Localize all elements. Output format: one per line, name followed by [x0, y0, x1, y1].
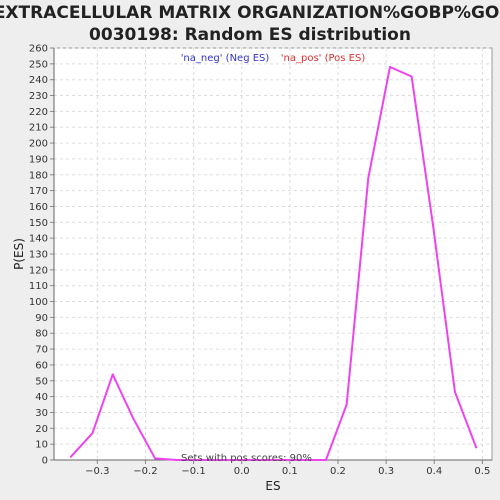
data-point [91, 432, 94, 435]
x-tick-label: 0.4 [426, 466, 442, 477]
data-point [197, 459, 200, 461]
y-tick-label: 130 [29, 250, 48, 261]
x-tick-label: 0.0 [234, 466, 250, 477]
y-tick-label: 190 [29, 154, 48, 165]
data-point [367, 176, 370, 179]
data-point [154, 457, 157, 460]
y-tick-label: 170 [29, 186, 48, 197]
y-tick-label: 0 [42, 456, 48, 467]
y-tick-label: 250 [29, 59, 48, 70]
data-point [175, 459, 178, 461]
data-point [111, 373, 114, 376]
series-layer [69, 66, 478, 461]
y-tick-label: 230 [29, 91, 48, 102]
y-axis-label: P(ES) [12, 238, 26, 270]
data-point [305, 459, 308, 461]
y-tick-label: 50 [35, 376, 48, 387]
y-tick-label: 110 [29, 281, 48, 292]
y-tick-label: 100 [29, 297, 48, 308]
series-line-es-distribution [70, 66, 478, 461]
y-tick-label: 90 [35, 313, 48, 324]
y-tick-label: 260 [29, 44, 48, 55]
y-tick-label: 150 [29, 218, 48, 229]
y-tick-label: 160 [29, 202, 48, 213]
axes: 0 10 20 30 40 50 60 70 80 90 100 110 120 130 140 150 160… [29, 44, 492, 477]
y-tick-label: 220 [29, 107, 48, 118]
y-tick-label: 120 [29, 265, 48, 276]
data-point [240, 459, 243, 461]
y-tick-label: 70 [35, 345, 48, 356]
legend-entry-neg: 'na_neg' (Neg ES) [181, 53, 270, 64]
y-tick-label: 60 [35, 360, 48, 371]
y-tick-label: 40 [35, 392, 48, 403]
grid [54, 47, 492, 460]
data-point [345, 403, 348, 406]
x-tick-label: −0.3 [85, 466, 109, 477]
data-point [262, 459, 265, 461]
chart-title-line-2: 0030198: Random ES distribution [89, 25, 411, 45]
x-tick-label: 0.2 [330, 466, 346, 477]
y-tick-label: 140 [29, 234, 48, 245]
y-tick-label: 20 [35, 424, 48, 435]
data-point [219, 459, 222, 461]
x-tick-label: 0.1 [282, 466, 298, 477]
data-point [132, 417, 135, 420]
legend: 'na_neg' (Neg ES) 'na_pos' (Pos ES) [181, 53, 366, 64]
x-tick-label: 0.3 [378, 466, 394, 477]
data-point [284, 459, 287, 461]
legend-entry-pos: 'na_pos' (Pos ES) [281, 53, 366, 64]
data-point [475, 446, 478, 449]
y-tick-label: 200 [29, 139, 48, 150]
pos-scores-annotation: Sets with pos scores: 90% [181, 453, 312, 464]
data-point [388, 66, 391, 69]
x-axis-label: ES [265, 479, 280, 493]
y-tick-label: 30 [35, 408, 48, 419]
y-tick-label: 210 [29, 123, 48, 134]
y-tick-label: 10 [35, 440, 48, 451]
data-point [432, 226, 435, 229]
chart-title-line-1: EXTRACELLULAR MATRIX ORGANIZATION%GOBP%G… [0, 3, 500, 23]
data-point [324, 459, 327, 461]
data-point [69, 455, 72, 458]
data-point [410, 75, 413, 78]
x-tick-label: 0.5 [474, 466, 490, 477]
y-tick-label: 180 [29, 170, 48, 181]
x-tick-label: −0.2 [133, 466, 157, 477]
x-tick-label: −0.1 [181, 466, 205, 477]
data-point [453, 390, 456, 393]
y-tick-label: 80 [35, 329, 48, 340]
y-tick-label: 240 [29, 75, 48, 86]
